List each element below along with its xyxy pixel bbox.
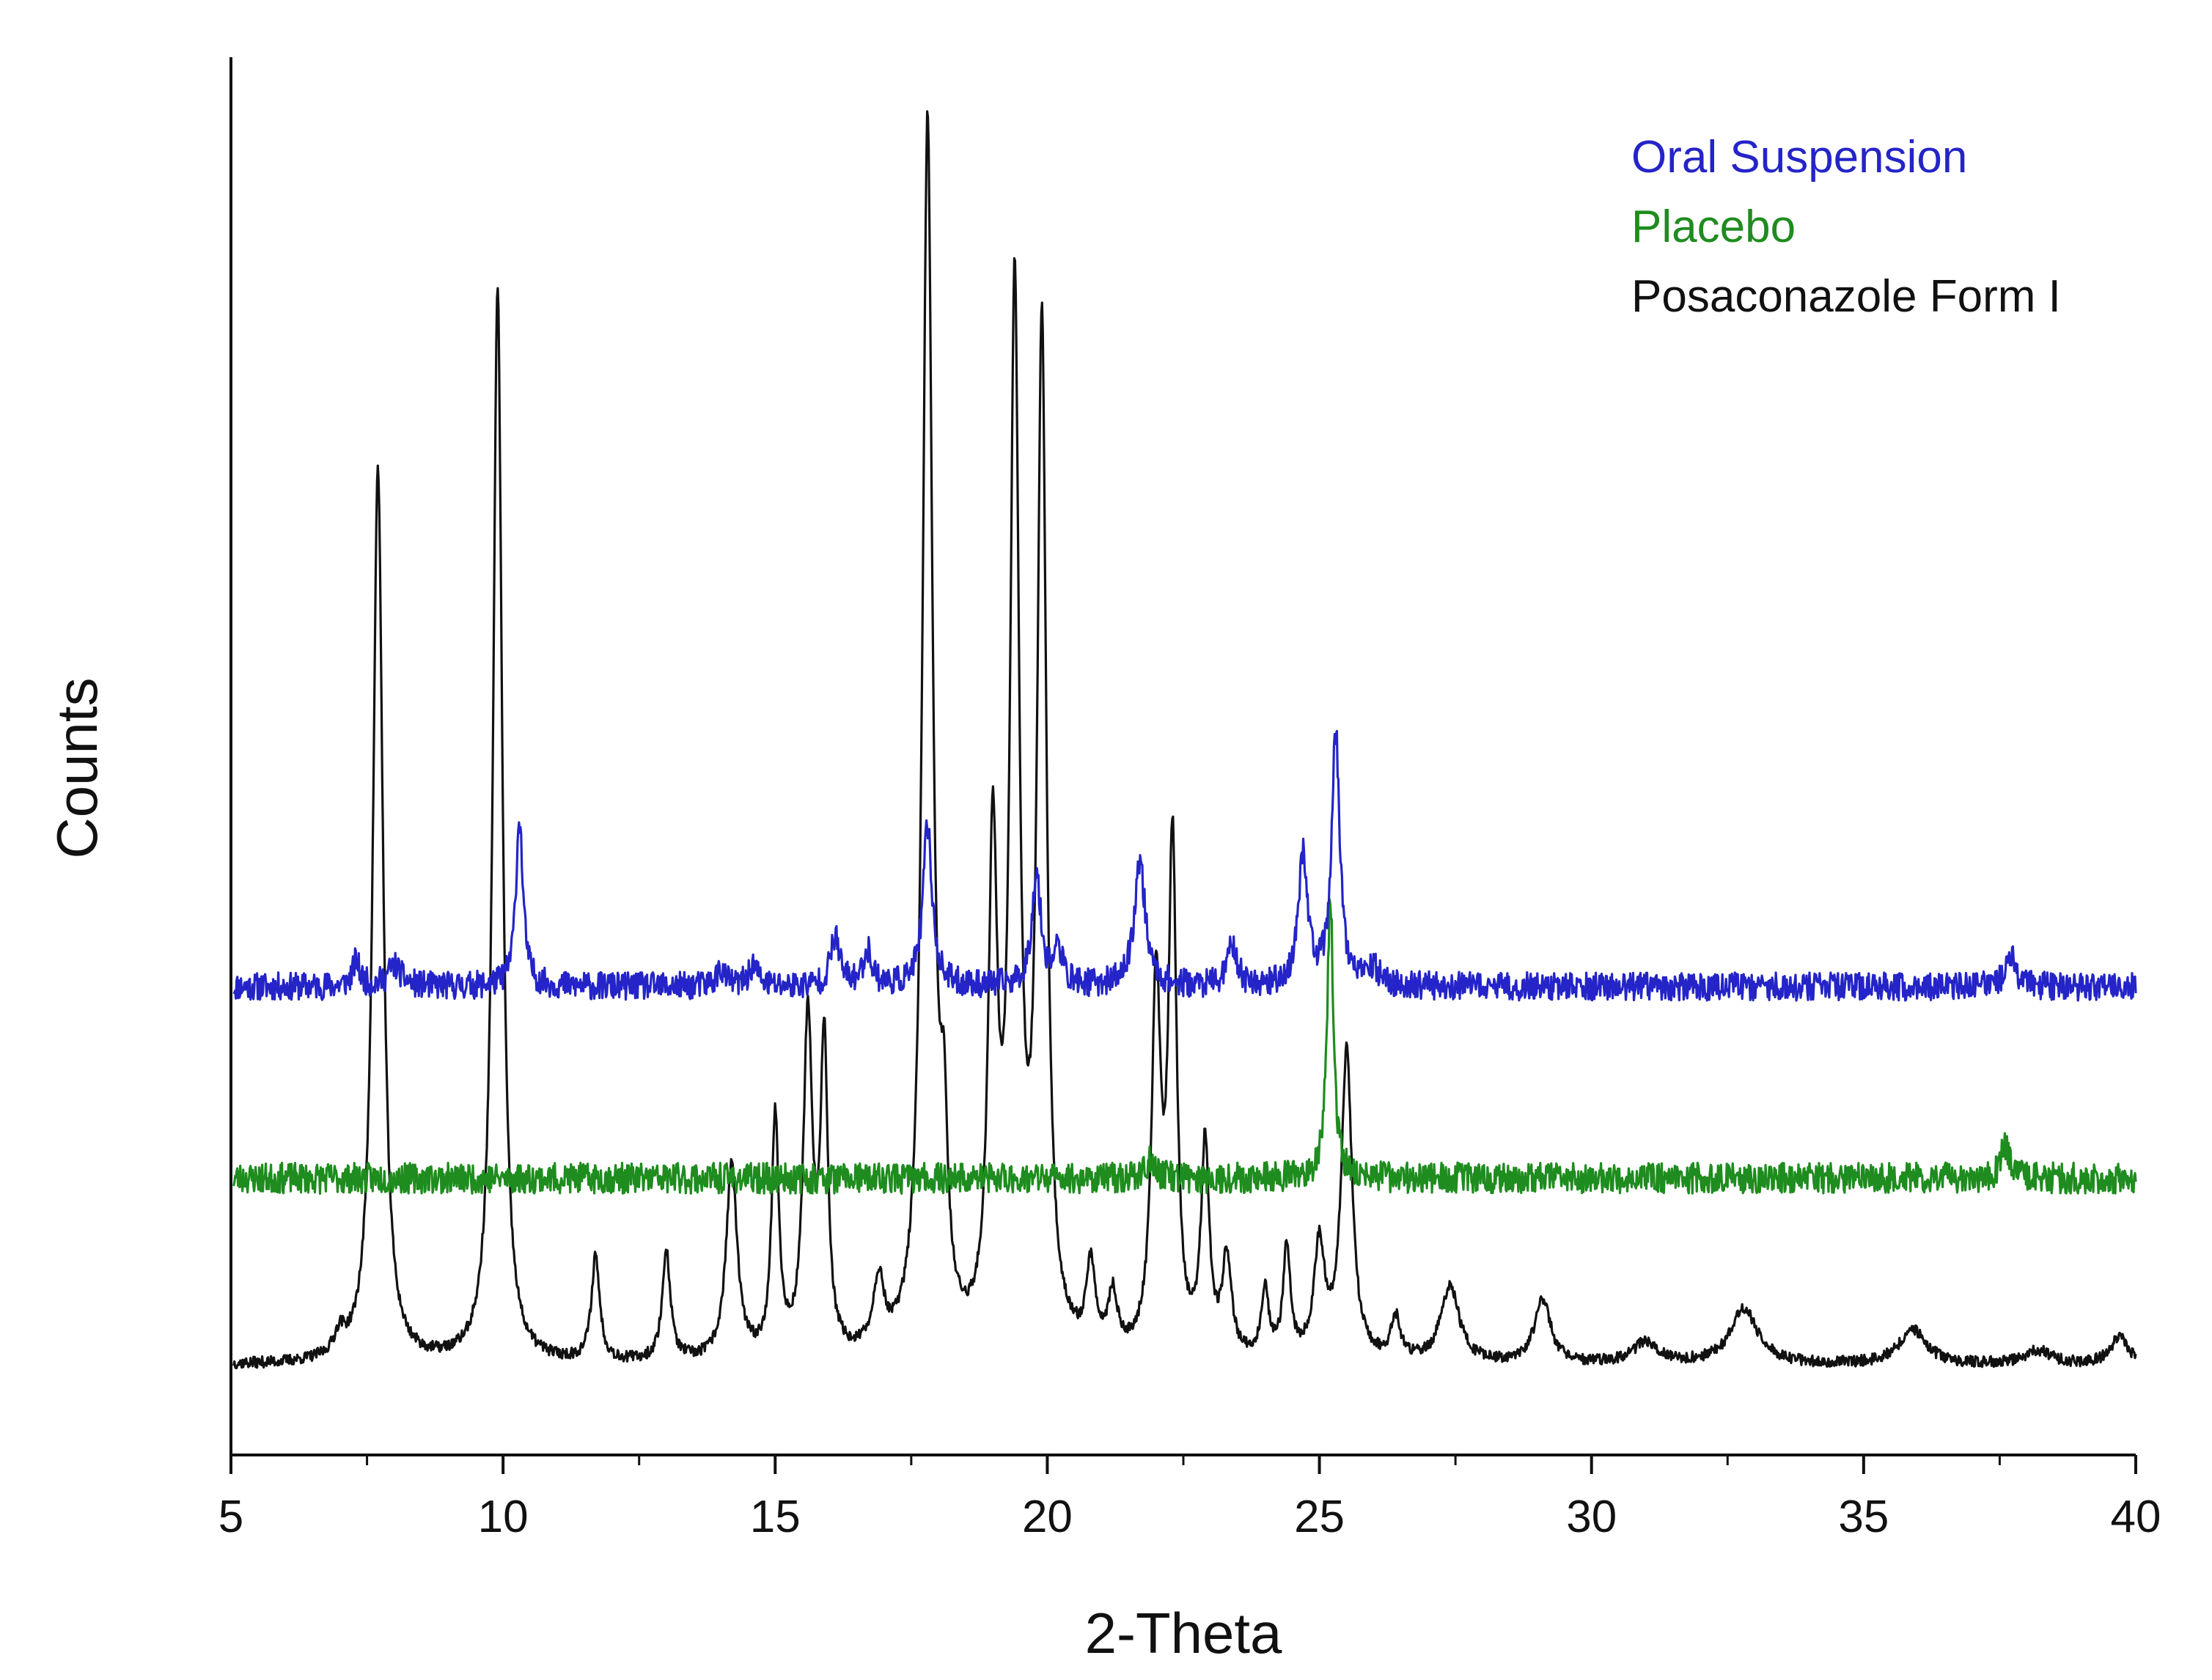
series-line-oral-suspension — [232, 729, 2137, 1002]
legend-label-placebo: Placebo — [1631, 202, 1796, 252]
series-line-placebo — [232, 898, 2137, 1195]
series-line-posaconazole-form-i — [232, 110, 2137, 1370]
x-tick-label: 10 — [478, 1492, 529, 1542]
x-tick-label: 5 — [218, 1492, 243, 1542]
legend-label-posaconazole-form-i: Posaconazole Form I — [1631, 271, 2061, 322]
x-axis-ticks: 5 10 15 20 25 30 35 40 — [218, 1455, 2161, 1542]
x-tick-label: 40 — [2111, 1492, 2161, 1542]
x-axis-title: 2-Theta — [1085, 1601, 1282, 1665]
legend-label-oral-suspension: Oral Suspension — [1631, 132, 1967, 183]
series-layer — [232, 110, 2137, 1370]
legend: Oral Suspension Placebo Posaconazole For… — [1631, 132, 2061, 322]
y-axis-title: Counts — [45, 677, 109, 858]
x-tick-label: 30 — [1566, 1492, 1617, 1542]
x-tick-label: 15 — [750, 1492, 801, 1542]
x-tick-label: 25 — [1294, 1492, 1345, 1542]
x-tick-label: 20 — [1022, 1492, 1073, 1542]
x-tick-label: 35 — [1838, 1492, 1889, 1542]
